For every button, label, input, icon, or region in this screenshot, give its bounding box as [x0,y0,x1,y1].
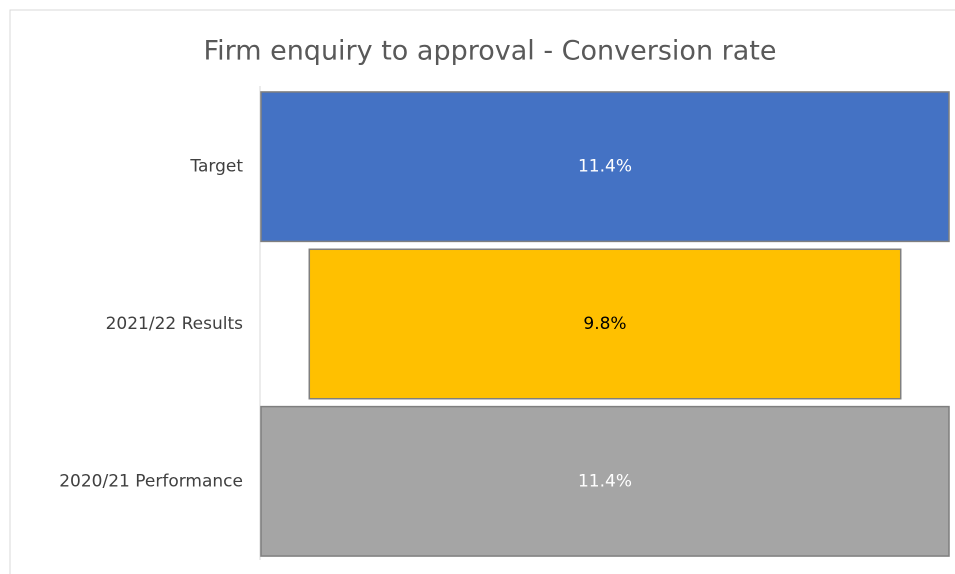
data-label: 9.8% [583,314,626,334]
funnel-bar [308,248,902,400]
category-label: Target [189,157,243,177]
category-label: 2021/22 Results [106,314,244,334]
chart-title: Firm enquiry to approval - Conversion ra… [204,36,777,67]
funnel-bar [260,91,950,243]
funnel-bar [260,405,950,557]
category-label: 2020/21 Performance [59,471,243,491]
data-label: 11.4% [578,157,632,177]
data-label: 11.4% [578,471,632,491]
